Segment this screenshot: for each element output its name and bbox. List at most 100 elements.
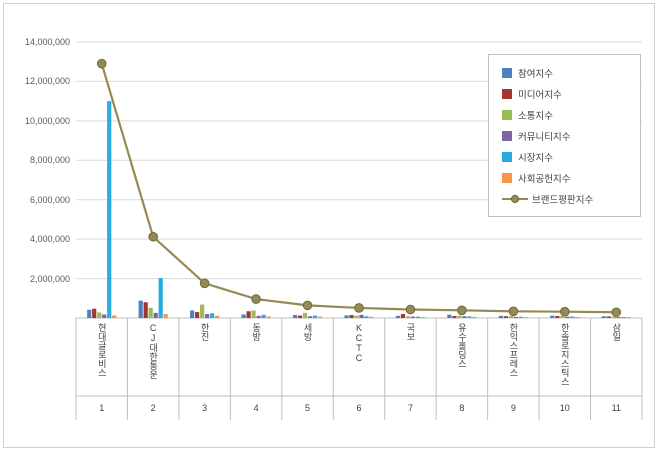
legend-label: 소통지수 — [518, 110, 553, 122]
legend-line-marker-icon — [502, 194, 528, 203]
legend-item: 미디어지수 — [493, 83, 636, 104]
bar-소통지수 — [97, 312, 102, 318]
marker-브랜드평판지수 — [611, 307, 622, 318]
y-tick-label: 4,000,000 — [29, 234, 70, 245]
bar-참여지수 — [395, 315, 401, 318]
bar-커뮤니티지수 — [616, 317, 621, 318]
bar-참여지수 — [138, 300, 143, 318]
bar-사회공헌지수 — [112, 315, 117, 318]
bar-미디어지수 — [503, 316, 508, 318]
bar-참여지수 — [498, 315, 503, 318]
marker-브랜드평판지수 — [96, 58, 107, 69]
legend-swatch-icon — [502, 151, 512, 162]
legend-item: 참여지수 — [493, 62, 636, 83]
chart-frame: 2,000,000 4,000,000 6,000,000 8,000,000 10,0… — [3, 3, 655, 448]
marker-브랜드평판지수 — [405, 304, 416, 315]
bar-커뮤니티지수 — [256, 315, 261, 318]
bar-커뮤니티지수 — [513, 316, 518, 318]
bar-사회공헌지수 — [575, 317, 580, 318]
category-label: 동방 — [251, 323, 262, 341]
bar-커뮤니티지수 — [359, 314, 364, 318]
bar-사회공헌지수 — [369, 316, 374, 318]
bar-소통지수 — [354, 315, 359, 318]
marker-브랜드평판지수 — [302, 300, 313, 311]
bar-소통지수 — [560, 315, 565, 318]
category-label-cell: 한진 — [179, 323, 230, 393]
category-label-cell: 동방 — [230, 323, 281, 393]
marker-브랜드평판지수 — [148, 231, 158, 242]
bar-사회공헌지수 — [626, 317, 631, 318]
bar-시장지수 — [107, 101, 112, 319]
legend-swatch-icon — [502, 67, 512, 78]
bar-시장지수 — [210, 313, 215, 318]
bar-소통지수 — [302, 312, 308, 318]
legend-swatch-icon — [502, 172, 512, 183]
category-label: 한솔로지스틱스 — [559, 323, 570, 386]
y-tick-label: 6,000,000 — [29, 194, 70, 205]
brand-reputation-chart-plot — [75, 41, 643, 420]
bar-미디어지수 — [92, 308, 97, 318]
rank-label: 3 — [202, 403, 208, 413]
bar-참여지수 — [344, 315, 349, 318]
bar-참여지수 — [292, 315, 298, 318]
legend-item: 시장지수 — [493, 146, 636, 167]
y-tick-label: 14,000,000 — [24, 37, 70, 47]
category-label: 현대글로비스 — [96, 323, 107, 377]
category-label: 세방 — [302, 323, 313, 341]
bar-사회공헌지수 — [472, 316, 477, 318]
bar-소통지수 — [611, 316, 616, 318]
bar-소통지수 — [457, 315, 462, 318]
bar-커뮤니티지수 — [565, 316, 570, 318]
category-label: 삼일 — [611, 323, 622, 341]
legend-item: 사회공헌지수 — [493, 167, 636, 188]
category-label-cell: 세방 — [282, 323, 333, 393]
category-label: 한진 — [199, 323, 210, 341]
bar-사회공헌지수 — [317, 316, 323, 318]
legend-item: 커뮤니티지수 — [493, 125, 636, 146]
bar-참여지수 — [550, 315, 555, 318]
category-label: KCTC — [353, 323, 364, 363]
bar-미디어지수 — [195, 312, 200, 318]
bar-시장지수 — [570, 316, 575, 318]
bar-사회공헌지수 — [523, 317, 528, 318]
bar-시장지수 — [415, 316, 421, 318]
rank-label: 6 — [356, 403, 362, 413]
rank-label: 1 — [99, 403, 105, 413]
bar-시장지수 — [312, 315, 318, 318]
y-tick-label: 10,000,000 — [24, 115, 70, 126]
bar-미디어지수 — [143, 302, 148, 318]
category-label-cell: 현대글로비스 — [76, 323, 127, 393]
rank-label: 9 — [510, 403, 516, 413]
bar-소통지수 — [148, 307, 153, 318]
bar-소통지수 — [251, 310, 256, 318]
marker-브랜드평판지수 — [508, 306, 519, 317]
bar-커뮤니티지수 — [205, 314, 210, 318]
bar-미디어지수 — [555, 316, 560, 318]
bar-소통지수 — [200, 304, 205, 318]
category-label: 국보 — [405, 323, 416, 341]
bar-사회공헌지수 — [266, 316, 271, 318]
legend-item: 소통지수 — [493, 104, 636, 125]
category-label-cell: KCTC — [333, 323, 384, 393]
bar-미디어지수 — [452, 316, 457, 318]
marker-브랜드평판지수 — [199, 278, 210, 289]
category-label: 한익스프레스 — [508, 323, 519, 377]
y-tick-label: 8,000,000 — [29, 155, 70, 166]
bar-시장지수 — [261, 314, 266, 318]
category-label-cell: 국보 — [385, 323, 436, 393]
bar-시장지수 — [158, 278, 163, 318]
category-label-cell: 유수홀딩스 — [436, 323, 487, 393]
rank-label: 5 — [305, 403, 311, 413]
bar-참여지수 — [447, 314, 452, 318]
bar-사회공헌지수 — [163, 314, 168, 318]
bar-커뮤니티지수 — [102, 314, 107, 318]
category-label-cell: 한익스프레스 — [488, 323, 539, 393]
rank-label: 8 — [459, 403, 465, 413]
bar-소통지수 — [405, 316, 411, 318]
bar-참여지수 — [601, 316, 606, 318]
bar-시장지수 — [621, 317, 626, 318]
bar-사회공헌지수 — [215, 315, 220, 318]
bar-커뮤니티지수 — [153, 312, 158, 318]
legend-label: 사회공헌지수 — [518, 173, 571, 185]
bar-미디어지수 — [246, 311, 251, 318]
